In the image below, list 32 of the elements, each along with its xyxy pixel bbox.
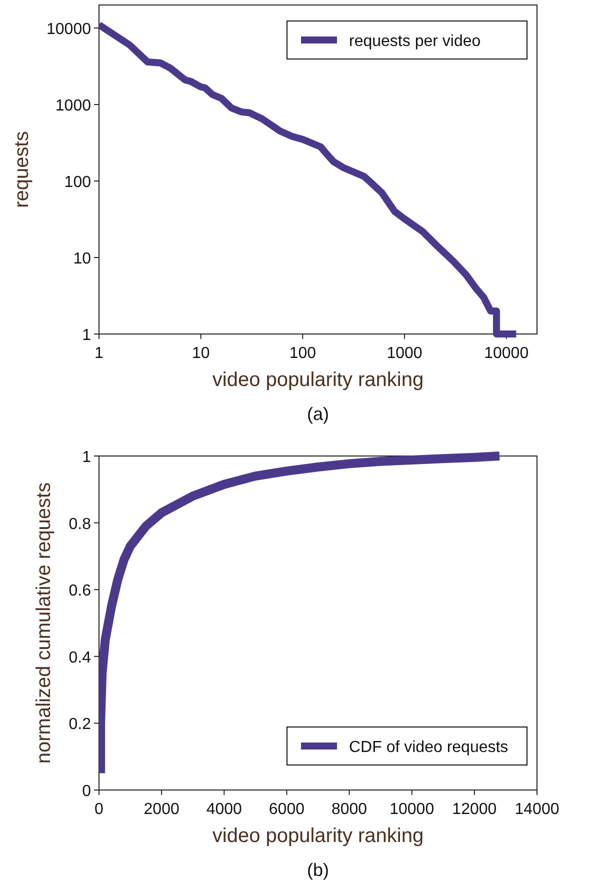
legend-label: CDF of video requests [349,739,508,756]
y-tick-label: 10000 [46,21,92,38]
y-tick-label: 1 [82,449,92,466]
y-axis-title: requests [11,131,33,208]
text: (b) [307,860,329,880]
x-axis-title: video popularity ranking [212,825,424,847]
legend-label: requests per video [349,33,481,50]
y-tick-label: 100 [64,174,92,192]
y-tick-label: 1 [82,327,92,344]
y-tick-label: 0.2 [68,716,92,734]
y-tick-label: 0 [82,783,92,800]
x-tick-label: 14000 [514,801,560,818]
y-tick-label: 0.4 [68,649,92,666]
x-tick-label: 4000 [206,801,242,818]
y-tick-label: 0.6 [68,582,92,600]
x-tick-label: 12000 [452,801,497,818]
x-tick-label: 100 [289,345,316,362]
x-axis-title: video popularity ranking [212,369,424,391]
y-axis-title: normalized cumulative requests [33,482,55,764]
x-tick-label: 1 [94,345,104,362]
y-tick-label: 1000 [55,98,92,115]
x-tick-label: 6000 [268,801,305,818]
x-tick-label: 10 [192,345,210,362]
x-tick-label: 2000 [144,801,180,818]
y-tick-label: 10 [73,250,92,268]
x-tick-label: 0 [94,801,104,818]
text: (a) [307,404,329,424]
x-tick-label: 10000 [484,345,529,362]
y-tick-label: 0.8 [68,516,92,533]
x-tick-label: 8000 [331,801,368,818]
x-tick-label: 1000 [386,345,422,362]
x-tick-label: 10000 [390,801,434,818]
